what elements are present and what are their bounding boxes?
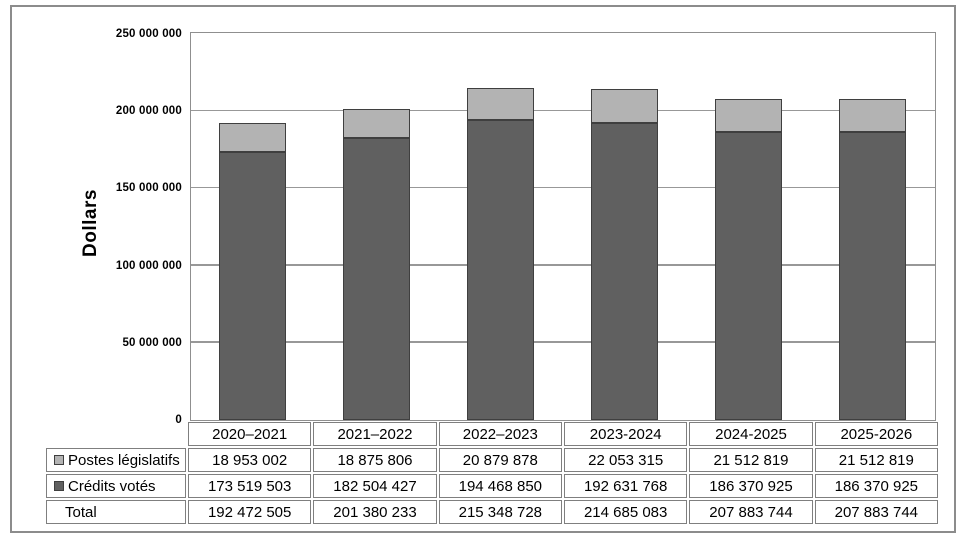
year-header-cell: 2022–2023	[438, 422, 562, 446]
stacked-bar-2024-2025	[714, 99, 782, 420]
y-tick-label: 200 000 000	[115, 105, 182, 118]
bar-segment-credits-votes	[714, 132, 782, 420]
value-cell: 22 053 315	[564, 448, 688, 472]
stacked-bar-2023-2024	[590, 89, 658, 420]
value-cell: 192 631 768	[564, 474, 688, 498]
value-cell: 173 519 503	[188, 474, 312, 498]
plot-area	[190, 32, 936, 421]
row-label-text: Crédits votés	[68, 477, 156, 495]
stacked-bar-2020–2021	[219, 123, 287, 420]
value-cell: 215 348 728	[438, 500, 562, 524]
value-cell: 18 953 002	[188, 448, 312, 472]
year-header-cell: 2021–2022	[313, 422, 437, 446]
legend-swatch	[54, 481, 64, 491]
gridline	[191, 264, 935, 266]
value-cell: 21 512 819	[814, 448, 938, 472]
value-cell: 192 472 505	[188, 500, 312, 524]
bar-segment-postes-legislatifs	[467, 88, 535, 120]
bar-segment-postes-legislatifs	[838, 99, 906, 132]
row-label-total: Total	[46, 500, 186, 524]
year-header-cell: 2023-2024	[564, 422, 688, 446]
y-tick-label: 100 000 000	[115, 259, 182, 272]
data-table: 2020–2021 2021–2022 2022–2023 2023-2024 2024…	[46, 422, 938, 524]
stacked-bar-2021–2022	[343, 109, 411, 420]
row-label-text: Postes législatifs	[68, 451, 180, 469]
bar-segment-credits-votes	[590, 123, 658, 420]
y-tick-label: 50 000 000	[122, 336, 182, 349]
year-header-cell: 2024-2025	[689, 422, 813, 446]
value-cell: 214 685 083	[564, 500, 688, 524]
value-cell: 207 883 744	[814, 500, 938, 524]
row-label-series: Postes législatifs	[46, 448, 186, 472]
y-axis-tick-labels: 0 50 000 000 100 000 000 150 000 000 200 000…	[88, 28, 182, 426]
y-tick-label: 0	[175, 414, 182, 426]
value-cell: 186 370 925	[689, 474, 813, 498]
table-corner-spacer	[46, 422, 186, 446]
gridline	[191, 341, 935, 343]
value-cell: 207 883 744	[689, 500, 813, 524]
value-cell: 194 468 850	[438, 474, 562, 498]
value-cell: 20 879 878	[438, 448, 562, 472]
gridline	[191, 109, 935, 112]
bar-segment-credits-votes	[219, 152, 287, 420]
value-cell: 182 504 427	[313, 474, 437, 498]
row-label-text: Total	[65, 503, 97, 521]
value-cell: 18 875 806	[313, 448, 437, 472]
bar-segment-postes-legislatifs	[590, 89, 658, 123]
bar-segment-credits-votes	[343, 138, 411, 420]
row-label-series: Crédits votés	[46, 474, 186, 498]
gridline	[191, 186, 935, 189]
bar-segment-credits-votes	[467, 120, 535, 420]
y-tick-label: 250 000 000	[115, 28, 182, 40]
bar-segment-credits-votes	[838, 132, 906, 420]
value-cell: 186 370 925	[814, 474, 938, 498]
year-header-cell: 2020–2021	[188, 422, 312, 446]
y-tick-label: 150 000 000	[115, 182, 182, 195]
bar-segment-postes-legislatifs	[714, 99, 782, 132]
value-cell: 21 512 819	[689, 448, 813, 472]
year-header-cell: 2025-2026	[814, 422, 938, 446]
legend-swatch	[54, 455, 64, 465]
stacked-bar-2025-2026	[838, 99, 906, 420]
value-cell: 201 380 233	[313, 500, 437, 524]
bar-segment-postes-legislatifs	[219, 123, 287, 152]
stacked-bar-2022–2023	[467, 88, 535, 420]
bar-segment-postes-legislatifs	[343, 109, 411, 138]
